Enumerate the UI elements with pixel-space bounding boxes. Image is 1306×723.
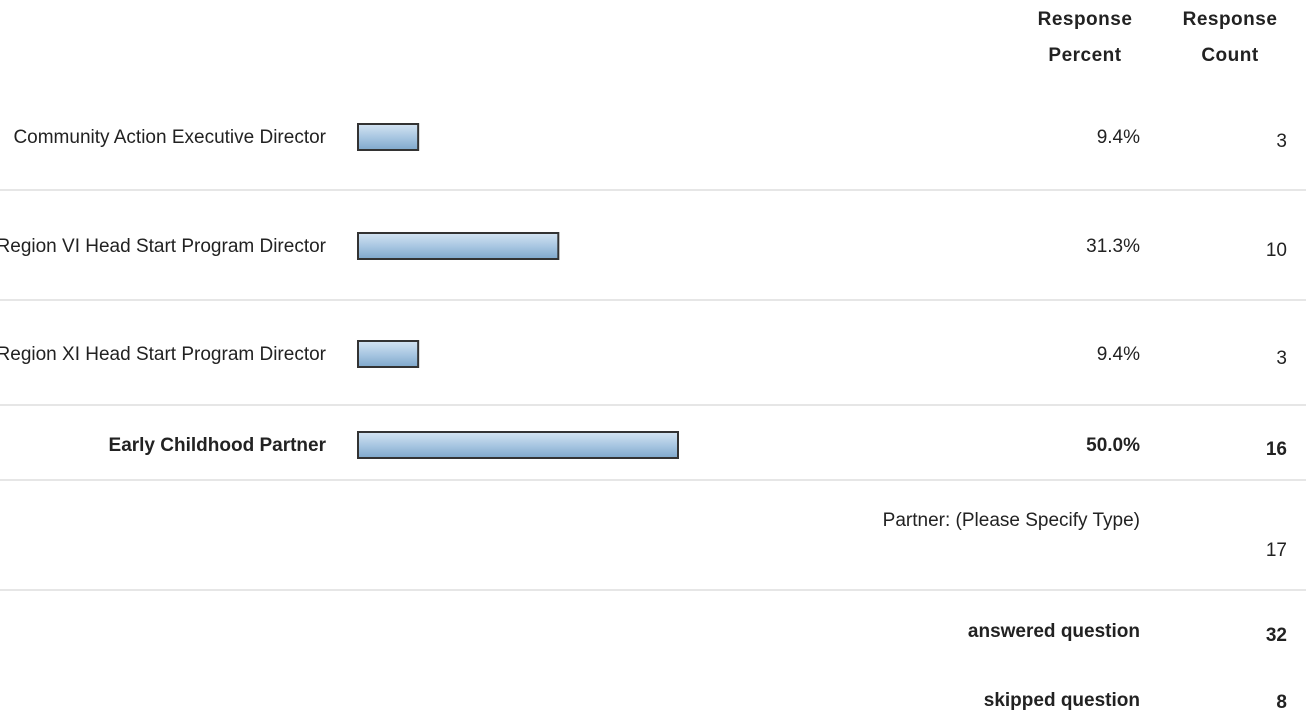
category-label: Region XI Head Start Program Director <box>0 343 326 365</box>
category-label: Region VI Head Start Program Director <box>0 235 326 257</box>
count-label: 16 <box>1265 439 1287 460</box>
category-label: Community Action Executive Director <box>13 126 326 148</box>
other-count: 17 <box>1265 540 1287 561</box>
count-label: 3 <box>1276 131 1287 152</box>
skipped-label: skipped question <box>983 690 1140 711</box>
percent-header: Response Percent <box>1037 9 1133 66</box>
count-label: 10 <box>1265 240 1287 261</box>
answered-count: 32 <box>1265 625 1287 646</box>
category-label: Early Childhood Partner <box>108 434 326 456</box>
bar <box>357 232 560 260</box>
count-header: Response Count <box>1182 9 1278 66</box>
count-label: 3 <box>1276 348 1287 369</box>
percent-label: 9.4% <box>1096 344 1140 365</box>
bar <box>357 431 679 459</box>
skipped-count: 8 <box>1276 692 1287 713</box>
percent-label: 50.0% <box>1086 435 1140 456</box>
bar <box>357 340 420 368</box>
bar <box>357 123 420 151</box>
percent-label: 31.3% <box>1086 236 1140 257</box>
percent-label: 9.4% <box>1096 127 1140 148</box>
other-label: Partner: (Please Specify Type) <box>882 510 1140 531</box>
answered-label: answered question <box>967 621 1140 642</box>
